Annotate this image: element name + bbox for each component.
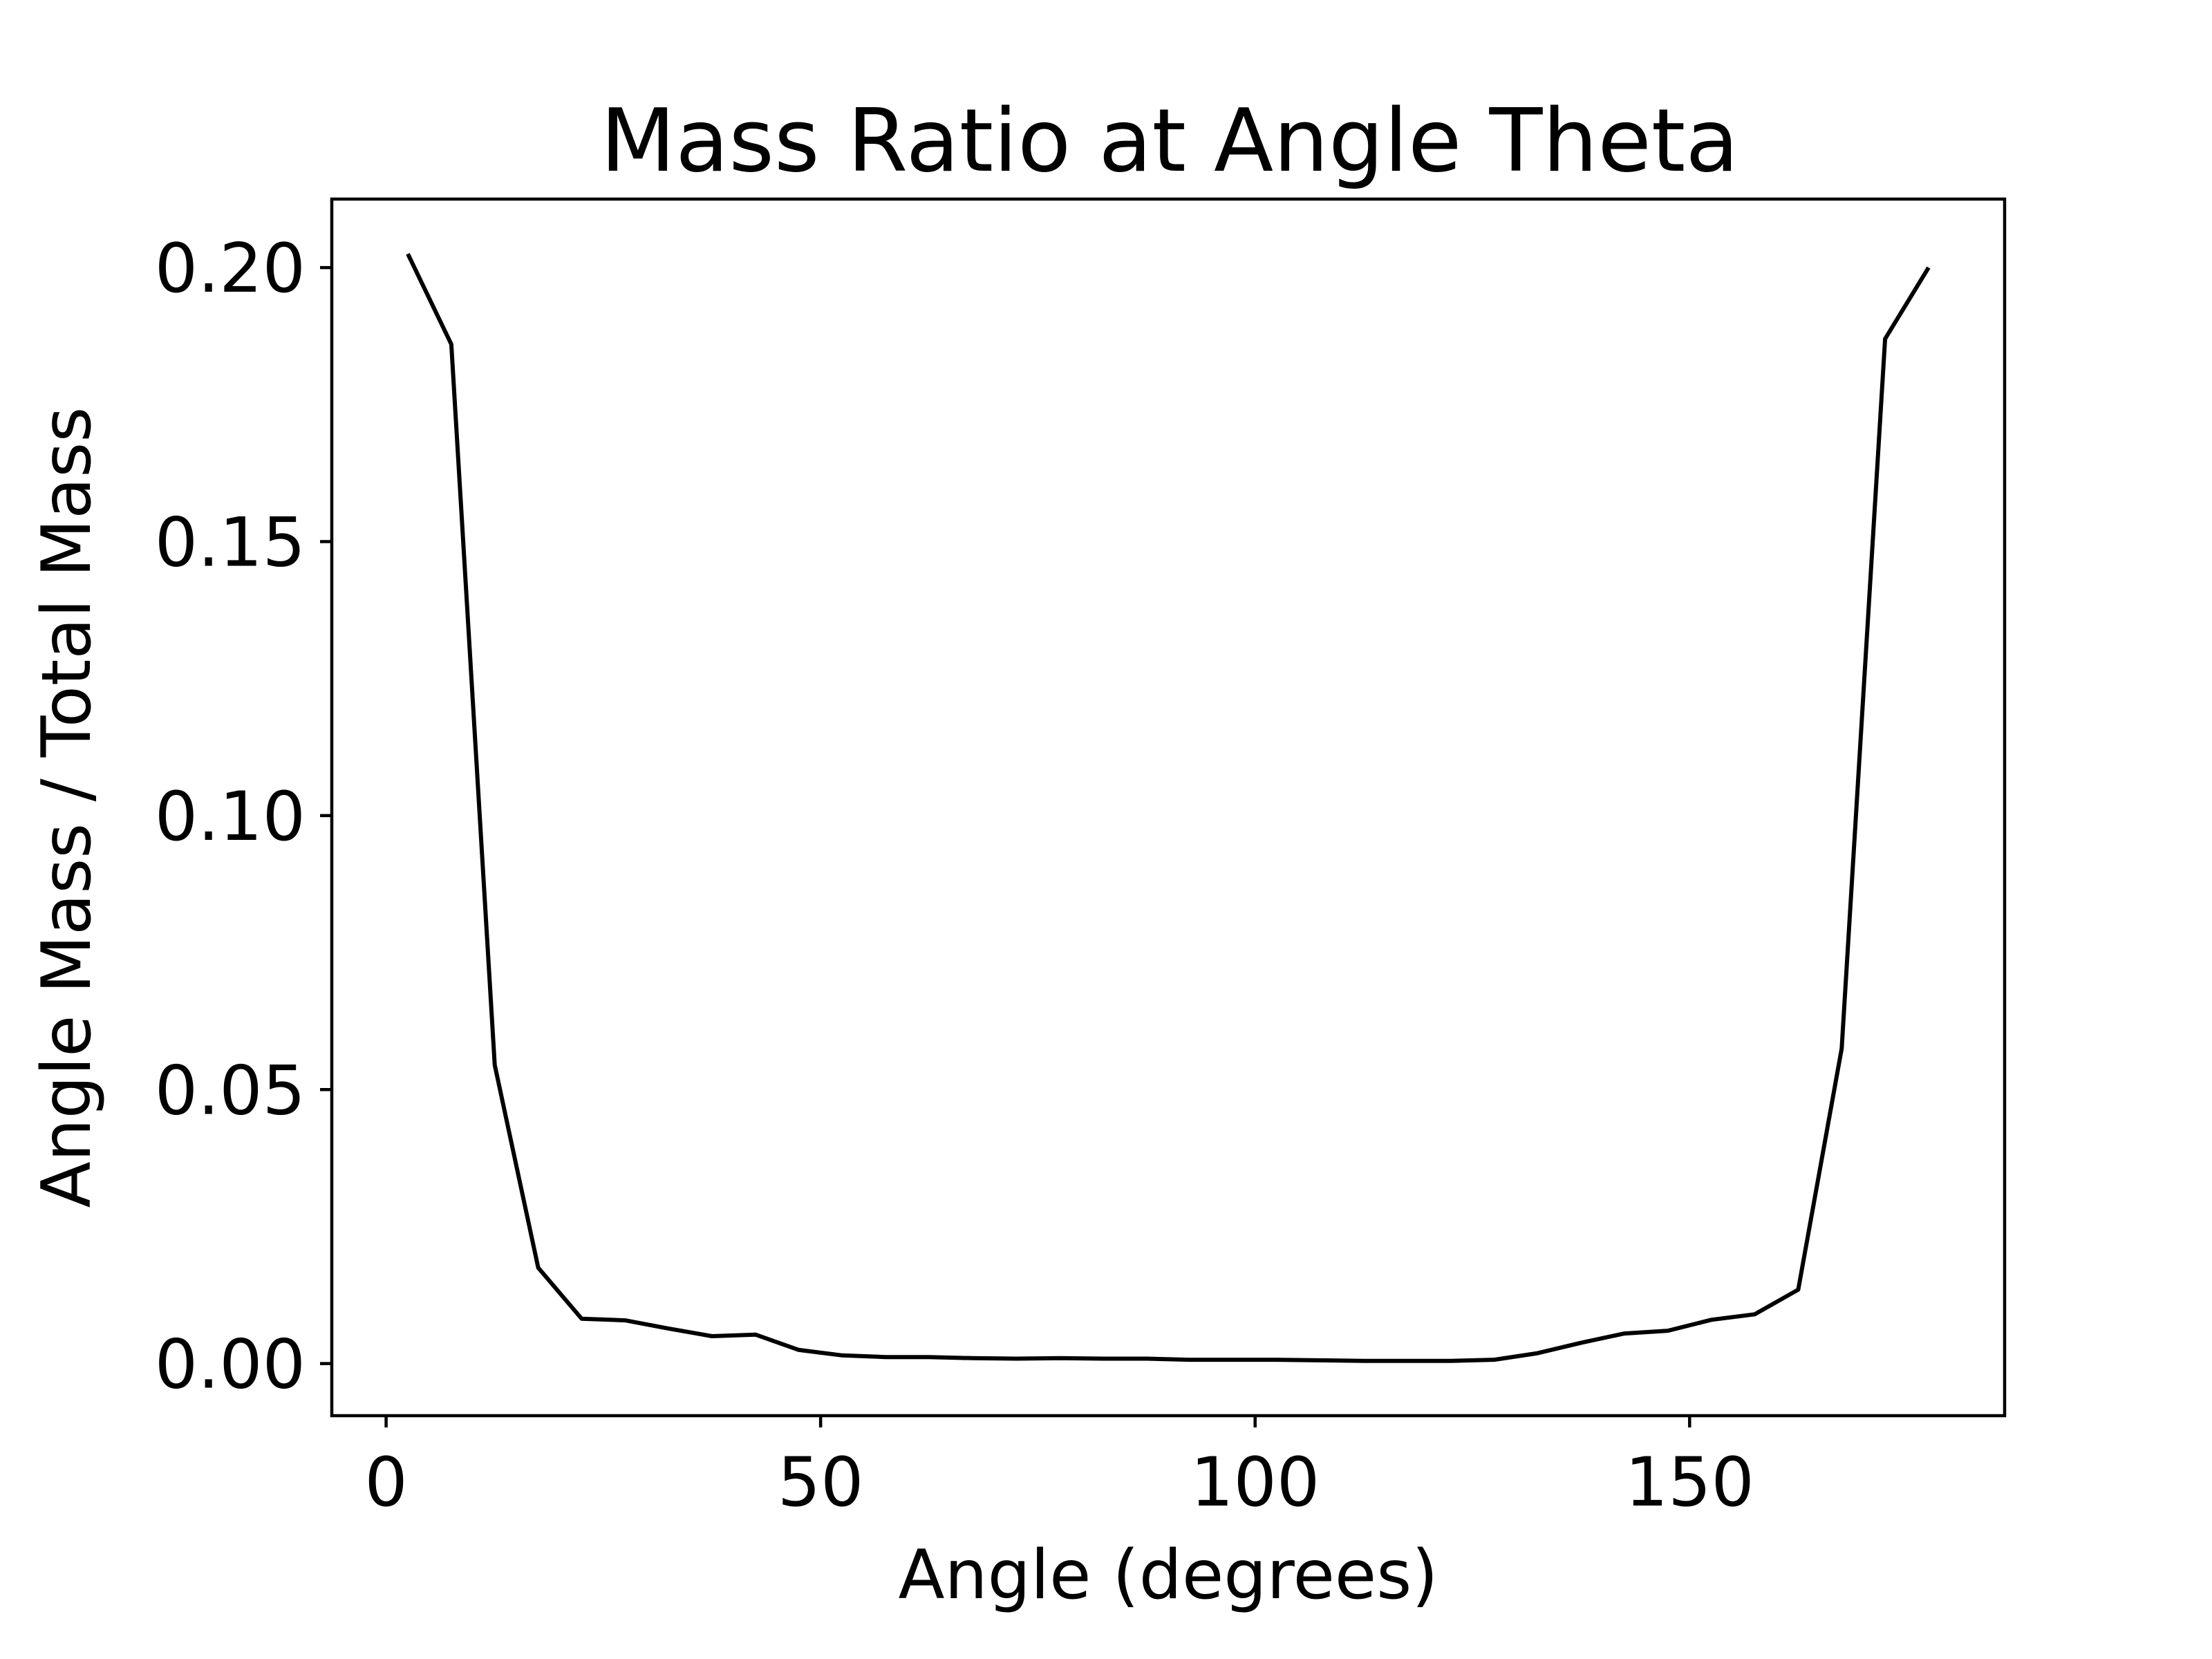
plot-line-layer (406, 252, 1931, 1363)
x-tick-label: 0 (364, 1443, 407, 1522)
y-tick-label: 0.00 (155, 1326, 306, 1405)
y-tick-label: 0.15 (155, 503, 306, 582)
x-tick-label: 100 (1190, 1443, 1320, 1522)
y-tick-label: 0.10 (155, 778, 306, 856)
x-axis-ticks: 0 50 100 150 (364, 1416, 1754, 1522)
y-tick-label: 0.05 (155, 1051, 306, 1130)
y-axis-ticks: 0.00 0.05 0.10 0.15 0.20 (155, 229, 332, 1405)
y-axis-label: Angle Mass / Total Mass (28, 407, 106, 1208)
chart-title: Mass Ratio at Angle Theta (600, 90, 1738, 191)
series-line (406, 252, 1931, 1363)
x-axis-label: Angle (degrees) (899, 1536, 1438, 1615)
x-tick-label: 50 (778, 1443, 864, 1522)
x-tick-label: 150 (1625, 1443, 1754, 1522)
plot-frame (330, 197, 2007, 1418)
y-tick-label: 0.20 (155, 229, 306, 308)
